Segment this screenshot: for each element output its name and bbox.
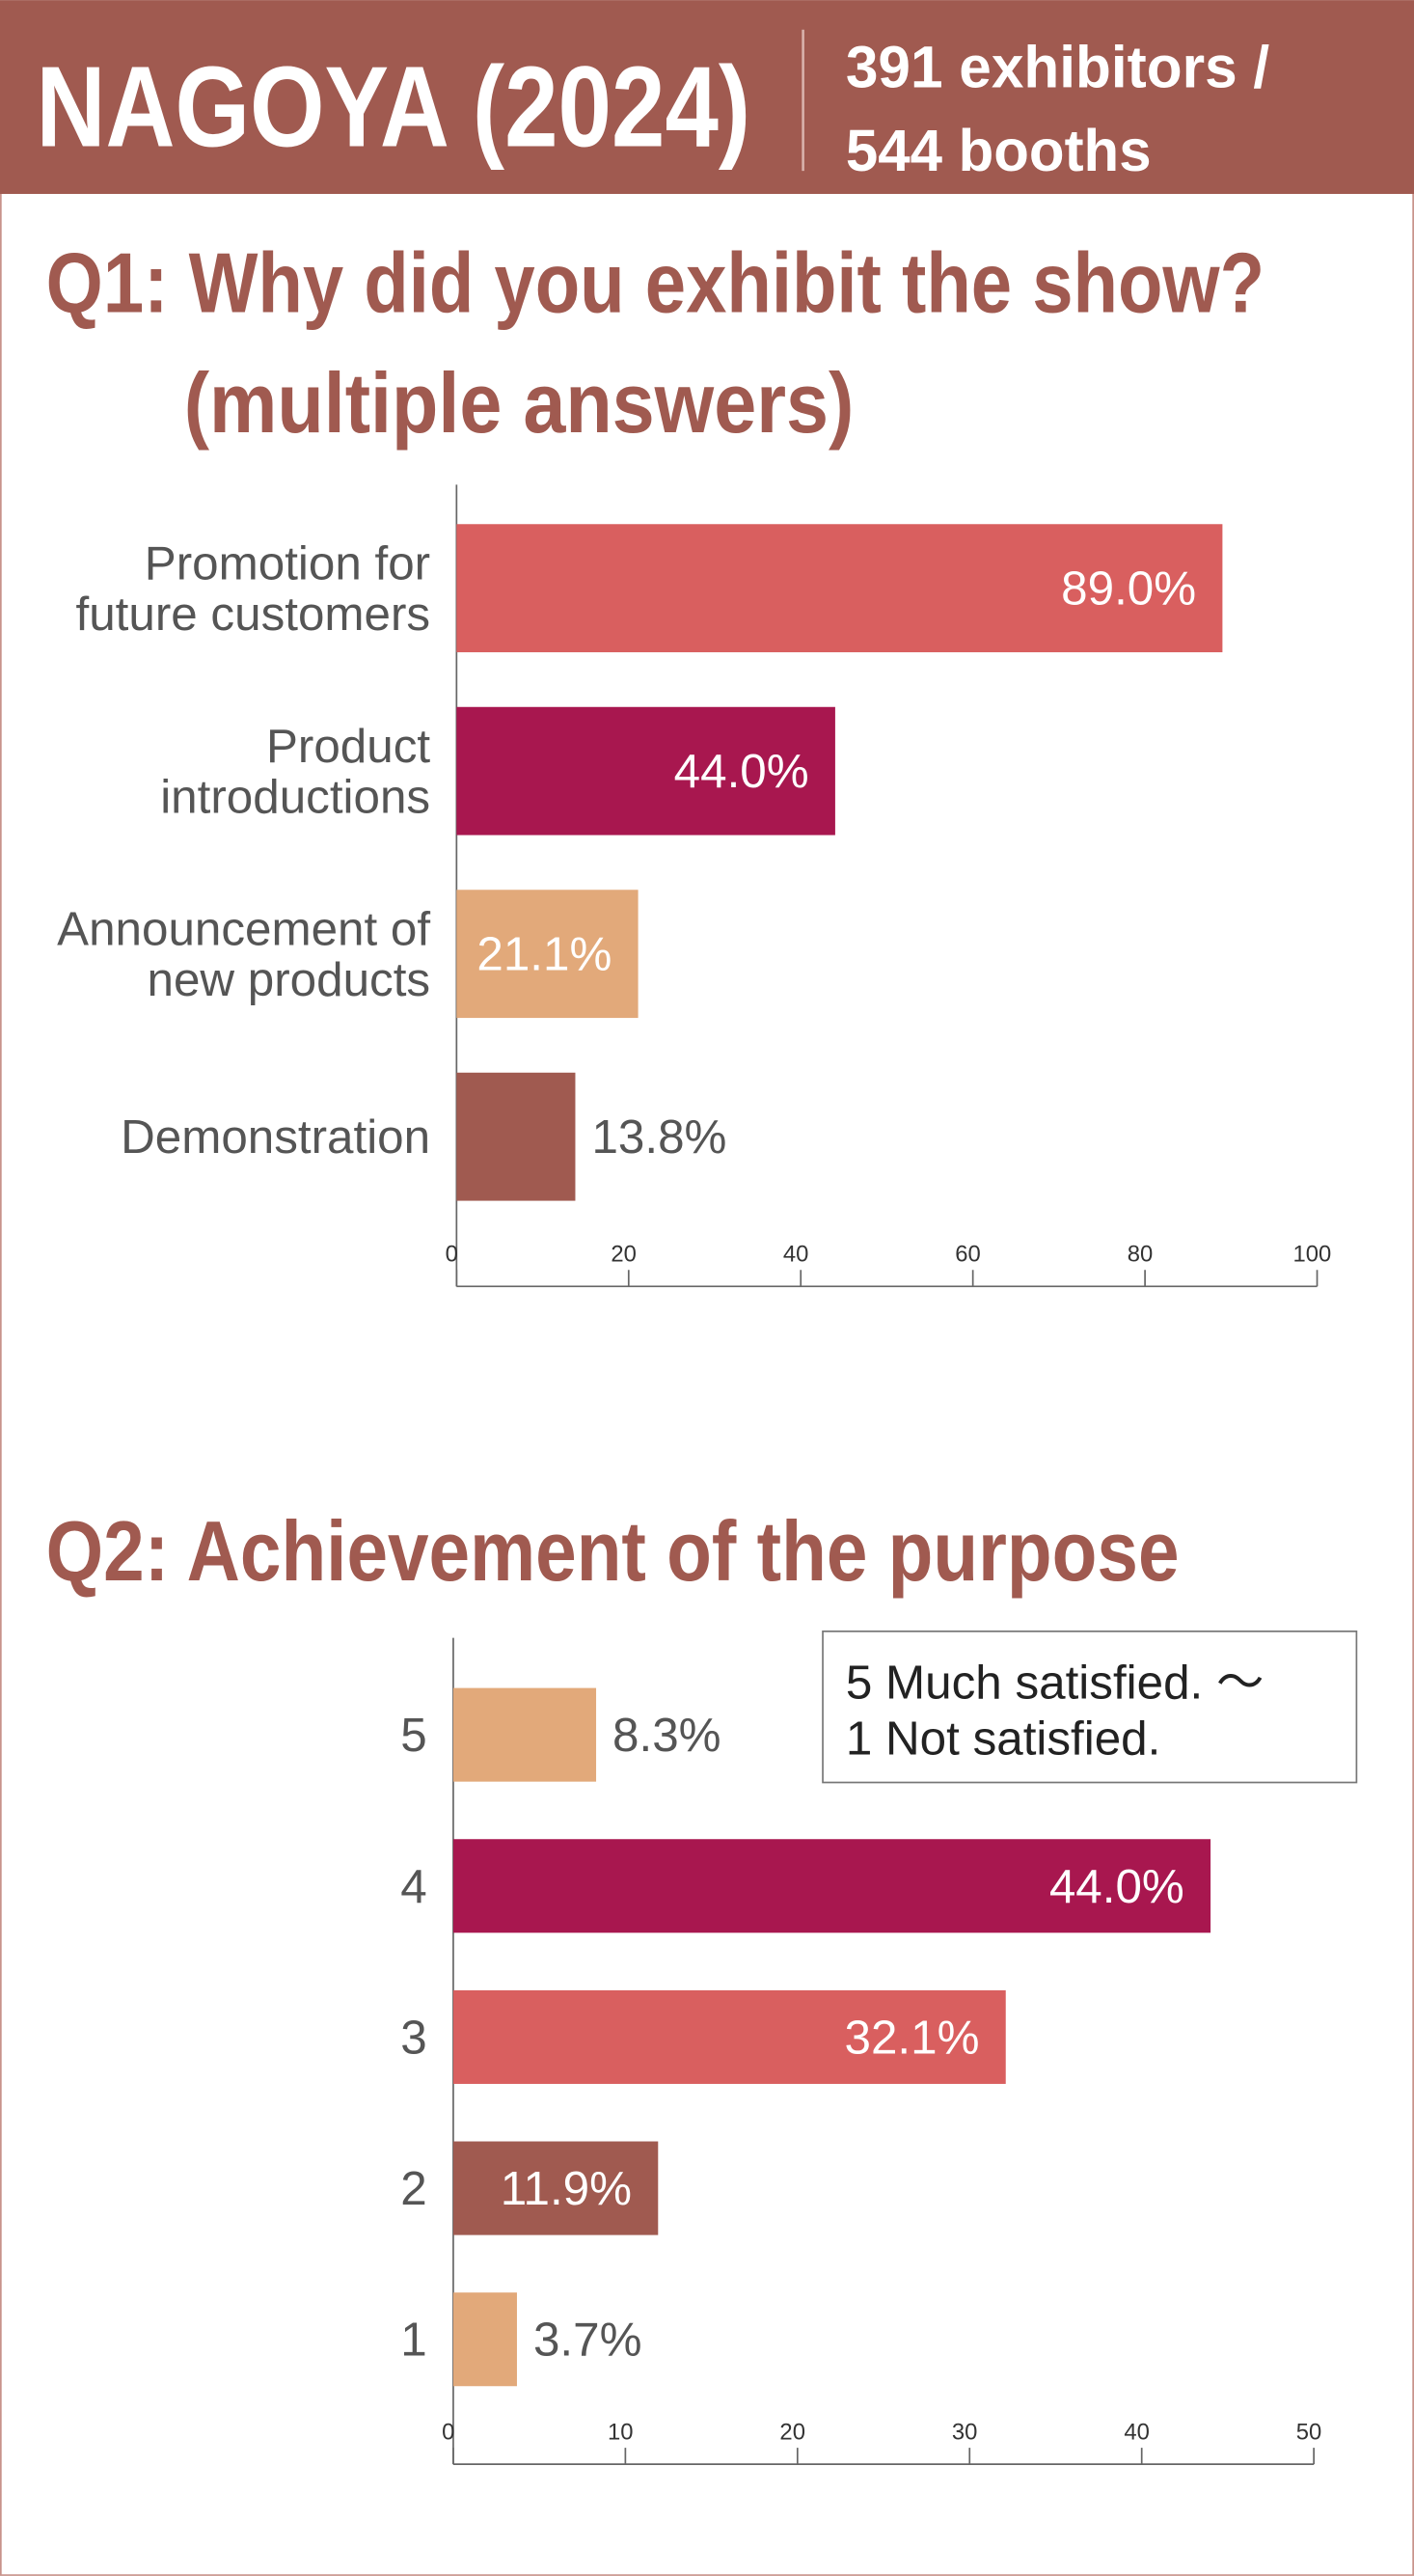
value-label: 32.1%	[845, 2011, 980, 2064]
bar	[456, 890, 639, 1019]
bar	[456, 524, 1223, 653]
x-tick-label: 40	[783, 1242, 809, 1268]
bar	[452, 1989, 1006, 2084]
chart-title: Q2: Achievement of the purpose	[46, 1503, 1180, 1599]
value-label: 13.8%	[591, 1110, 726, 1164]
category-label: Promotion for future customers	[76, 536, 431, 641]
legend-box	[822, 1631, 1358, 1784]
frame	[0, 194, 1414, 2576]
value-label: 21.1%	[476, 928, 612, 981]
value-label: 44.0%	[1049, 1860, 1184, 1913]
category-label: 2	[400, 2162, 426, 2215]
x-tick-label: 60	[955, 1242, 981, 1268]
bar	[452, 2141, 659, 2235]
value-label: 44.0%	[674, 745, 809, 798]
category-label: 4	[400, 1860, 426, 1913]
bar	[452, 1839, 1211, 1933]
category-label: Demonstration	[121, 1110, 430, 1164]
x-tick-label: 20	[779, 2420, 805, 2446]
chart-subtitle: (multiple answers)	[184, 355, 855, 451]
category-label: 5	[400, 1709, 426, 1762]
x-tick-label: 10	[608, 2420, 634, 2446]
bar	[456, 706, 835, 836]
header-title: NAGOYA (2024)	[36, 43, 750, 172]
category-label: Announcement of new products	[57, 902, 430, 1006]
chart-title: Q1: Why did you exhibit the show?	[46, 235, 1264, 331]
value-label: 11.9%	[501, 2162, 632, 2215]
x-tick-label: 30	[952, 2420, 978, 2446]
category-label: 3	[400, 2011, 426, 2064]
bar	[452, 1687, 597, 1782]
x-tick-label: 40	[1124, 2420, 1150, 2446]
header-band	[0, 0, 1414, 195]
header-info: 391 exhibitors /	[846, 34, 1269, 99]
category-label: 1	[400, 2314, 426, 2367]
x-tick-label: 0	[442, 2420, 454, 2446]
value-label: 89.0%	[1061, 562, 1196, 616]
bar	[456, 1072, 576, 1201]
value-label: 3.7%	[533, 2314, 642, 2367]
x-tick-label: 100	[1293, 1242, 1332, 1268]
x-tick-label: 0	[446, 1242, 458, 1268]
x-tick-label: 80	[1128, 1242, 1154, 1268]
header-info: 544 booths	[846, 118, 1152, 183]
x-tick-label: 20	[611, 1242, 637, 1268]
bar	[452, 2292, 517, 2387]
value-label: 8.3%	[612, 1709, 721, 1762]
category-label: Product introductions	[160, 720, 430, 824]
x-tick-label: 50	[1296, 2420, 1322, 2446]
legend-note: 5 Much satisfied. ～ 1 Not satisfied.	[846, 1657, 1264, 1766]
